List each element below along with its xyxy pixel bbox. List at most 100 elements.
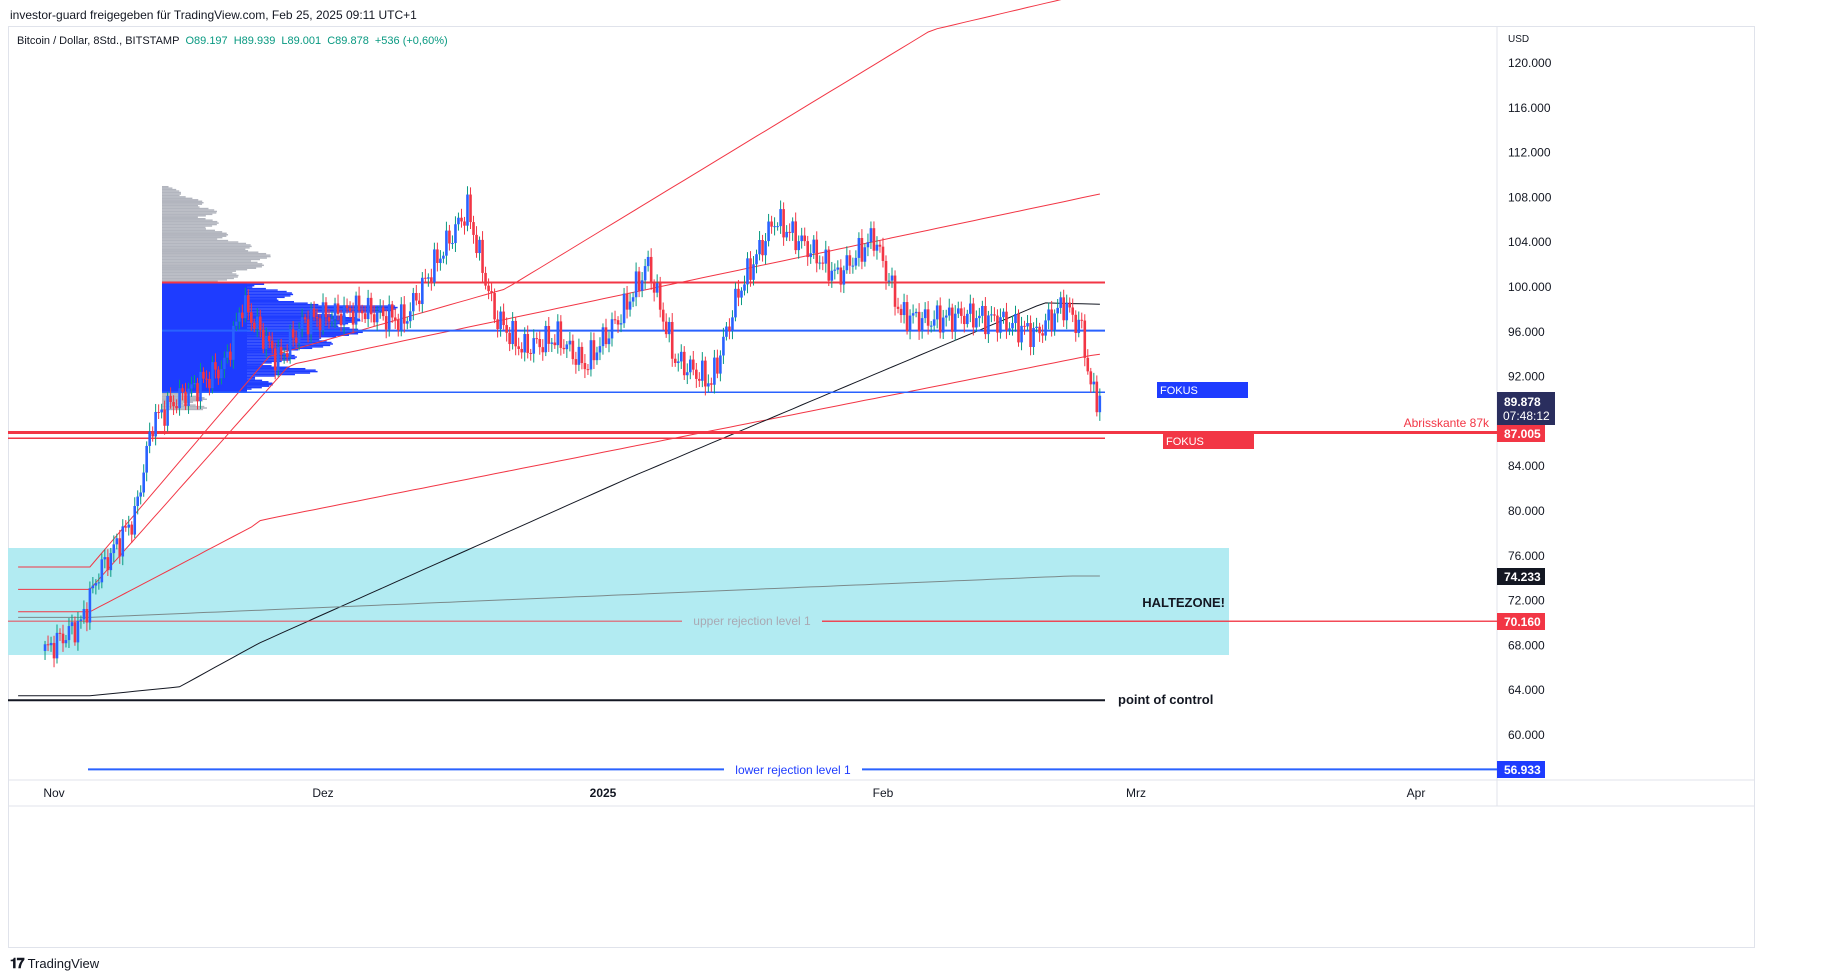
candle-body bbox=[157, 411, 160, 413]
price-tick-label: 72.000 bbox=[1508, 594, 1545, 608]
profile-bar bbox=[162, 335, 337, 338]
candle-body bbox=[1011, 323, 1014, 329]
profile-bar bbox=[162, 185, 169, 188]
candle-body bbox=[887, 280, 891, 282]
profile-bar bbox=[162, 212, 217, 214]
profile-bar bbox=[162, 187, 173, 189]
candle-body bbox=[97, 582, 101, 584]
candle-body bbox=[493, 293, 496, 320]
candle-body bbox=[276, 346, 280, 371]
candle-body bbox=[884, 260, 888, 281]
candle-body bbox=[896, 306, 900, 309]
candle-body bbox=[318, 318, 322, 331]
profile-bar bbox=[162, 261, 258, 264]
candle-body bbox=[430, 277, 433, 283]
candle-body bbox=[169, 395, 172, 403]
footer-brand[interactable]: TradingView bbox=[27, 956, 100, 971]
candle-body bbox=[631, 297, 635, 302]
candle-body bbox=[929, 325, 933, 327]
candle-body bbox=[82, 608, 86, 620]
candle-body bbox=[345, 305, 349, 308]
candle-body bbox=[1014, 313, 1017, 324]
candle-body bbox=[698, 378, 701, 381]
price-tick-label: 92.000 bbox=[1508, 370, 1545, 384]
candle-body bbox=[163, 409, 166, 426]
candle-body bbox=[372, 314, 376, 323]
profile-bar bbox=[162, 218, 206, 220]
candle-body bbox=[351, 311, 355, 325]
candle-body bbox=[713, 357, 716, 385]
candle-body bbox=[613, 319, 617, 321]
candle-body bbox=[76, 620, 80, 643]
candle-body bbox=[421, 277, 424, 305]
candle-body bbox=[1032, 328, 1035, 347]
candle-body bbox=[187, 388, 190, 406]
symbol-name[interactable]: Bitcoin / Dollar, 8Std., BITSTAMP bbox=[17, 35, 180, 47]
candle-body bbox=[184, 391, 187, 406]
candle-body bbox=[749, 258, 752, 280]
candle-body bbox=[255, 316, 259, 329]
profile-bar bbox=[162, 196, 186, 198]
candle-body bbox=[785, 231, 788, 238]
candle-body bbox=[91, 585, 95, 589]
candle-body bbox=[148, 431, 151, 446]
candle-body bbox=[457, 217, 460, 225]
candle-body bbox=[250, 312, 253, 323]
lower-rejection-price-badge bbox=[1497, 761, 1545, 778]
profile-bar bbox=[162, 305, 396, 307]
candle-body bbox=[688, 359, 692, 373]
time-tick-label: Dez bbox=[312, 786, 333, 800]
candle-body bbox=[115, 538, 119, 545]
candle-body bbox=[354, 295, 358, 325]
candle-body bbox=[857, 238, 861, 258]
fokus-box-blue[interactable] bbox=[1157, 382, 1248, 398]
candle-body bbox=[55, 632, 59, 659]
haltezone-zone[interactable] bbox=[8, 548, 1229, 655]
tradingview-logo-icon[interactable]: 𝟏𝟕 bbox=[10, 955, 25, 971]
candle-body bbox=[1029, 323, 1032, 347]
candle-body bbox=[679, 351, 683, 362]
candle-body bbox=[312, 308, 316, 318]
candle-body bbox=[981, 305, 984, 316]
candle-body bbox=[800, 235, 803, 242]
haltezone-label: HALTEZONE! bbox=[1142, 595, 1225, 610]
candle-body bbox=[252, 322, 256, 329]
profile-bar bbox=[162, 252, 267, 255]
profile-bar bbox=[162, 270, 236, 272]
fokus-box-red[interactable] bbox=[1163, 433, 1254, 449]
candle-body bbox=[1059, 297, 1062, 308]
candle-body bbox=[85, 608, 89, 623]
upper-rejection-label: upper rejection level 1 bbox=[693, 614, 811, 628]
candle-body bbox=[1098, 395, 1102, 413]
candle-body bbox=[508, 332, 511, 345]
candle-body bbox=[300, 317, 304, 329]
symbol-legend[interactable]: Bitcoin / Dollar, 8Std., BITSTAMP O89.19… bbox=[17, 35, 451, 47]
profile-bar bbox=[162, 229, 215, 232]
candle-body bbox=[43, 644, 47, 651]
candle-body bbox=[1080, 319, 1084, 321]
profile-bar bbox=[162, 277, 234, 280]
candle-body bbox=[511, 320, 514, 345]
candle-body bbox=[232, 325, 235, 360]
candle-body bbox=[472, 222, 475, 235]
candle-body bbox=[1050, 309, 1053, 330]
candle-body bbox=[541, 347, 545, 353]
lower-rejection-label: lower rejection level 1 bbox=[735, 763, 851, 777]
chart-frame[interactable] bbox=[8, 26, 1755, 948]
candle-body bbox=[1047, 309, 1050, 321]
profile-bar bbox=[162, 235, 227, 237]
candle-body bbox=[779, 209, 782, 227]
profile-bar bbox=[162, 268, 248, 271]
profile-bar bbox=[162, 238, 218, 240]
time-axis-ticks: Nov Dez 2025 Feb Mrz Apr bbox=[43, 786, 1425, 800]
candle-body bbox=[830, 270, 834, 281]
candle-body bbox=[106, 557, 110, 571]
profile-bar bbox=[162, 206, 200, 208]
candle-body bbox=[619, 323, 623, 325]
candle-body bbox=[734, 288, 737, 318]
candle-body bbox=[655, 283, 659, 293]
profile-bar bbox=[162, 309, 392, 312]
candle-body bbox=[58, 632, 62, 634]
price-tick-label: 68.000 bbox=[1508, 638, 1545, 652]
